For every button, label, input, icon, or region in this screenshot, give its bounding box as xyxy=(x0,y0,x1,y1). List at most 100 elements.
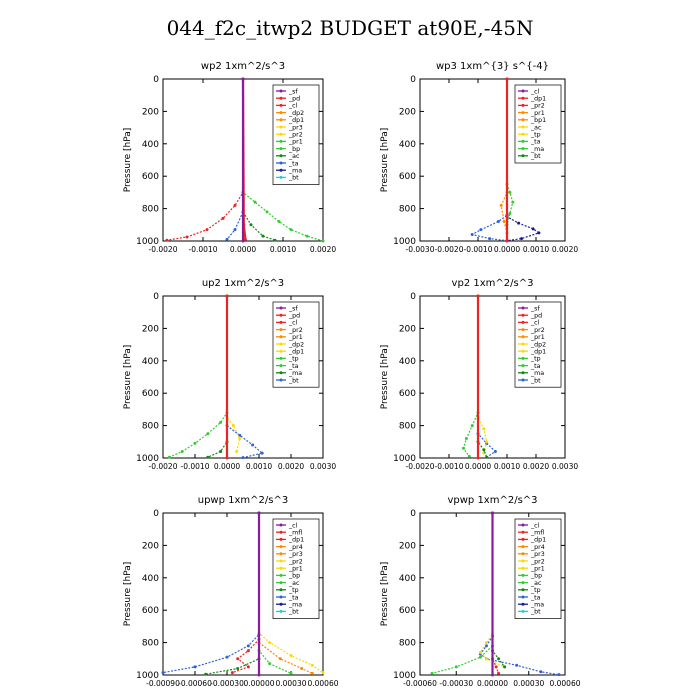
data-point xyxy=(238,437,242,441)
x-tick-label: 0.00000 xyxy=(477,679,508,688)
data-point xyxy=(488,237,492,241)
legend-label: _ma xyxy=(288,168,302,175)
legend-label: _pd xyxy=(530,313,542,320)
legend-marker xyxy=(521,154,525,158)
data-point xyxy=(289,671,293,675)
legend-label: _pr2 xyxy=(530,103,545,110)
legend-marker xyxy=(521,378,525,382)
legend-marker xyxy=(521,335,525,339)
y-tick-label: 200 xyxy=(399,324,416,334)
legend-label: _pr3 xyxy=(288,124,303,131)
data-point xyxy=(300,667,304,671)
data-point xyxy=(257,511,261,515)
data-point xyxy=(470,424,474,428)
y-tick-label: 400 xyxy=(399,357,416,367)
x-tick-label: 0.0010 xyxy=(246,462,272,471)
legend-marker xyxy=(279,89,283,93)
legend-label: _ac xyxy=(530,580,542,587)
data-point xyxy=(496,220,500,224)
legend-marker xyxy=(521,552,525,556)
legend-label: _cl xyxy=(530,320,540,327)
legend-marker xyxy=(521,595,525,599)
legend-label: _tp xyxy=(288,356,299,363)
data-point xyxy=(321,239,325,243)
y-tick-label: 600 xyxy=(399,389,416,399)
y-tick-label: 600 xyxy=(399,172,416,182)
legend-marker xyxy=(279,356,283,360)
series-line-pr2 xyxy=(477,296,488,454)
data-point xyxy=(289,654,293,658)
data-point xyxy=(180,450,184,454)
legend-label: _dp1 xyxy=(530,349,546,356)
data-point xyxy=(289,228,293,232)
x-tick-label: 0.00030 xyxy=(275,679,306,688)
data-point xyxy=(253,200,257,204)
chart-wp3: wp3 1xm^{3} s^{-4} Pressure [hPa] 0 200 400 6… xyxy=(380,61,578,254)
data-point xyxy=(478,650,482,654)
x-tick-label: -0.0020 xyxy=(435,245,464,254)
y-tick-label: 1000 xyxy=(136,671,159,681)
data-point xyxy=(273,238,277,242)
legend-marker xyxy=(279,602,283,606)
x-tick-label: 0.0020 xyxy=(552,245,578,254)
legend-marker xyxy=(521,118,525,122)
data-point xyxy=(491,673,494,677)
legend-label: _bt xyxy=(288,377,299,384)
data-point xyxy=(257,673,261,677)
data-point xyxy=(497,657,501,661)
y-axis-label: Pressure [hPa] xyxy=(380,128,390,193)
legend-label: _dp1 xyxy=(288,349,304,356)
legend-marker xyxy=(279,118,283,122)
legend-marker xyxy=(521,342,525,346)
legend-label: _ta xyxy=(288,363,299,370)
data-point xyxy=(260,451,264,455)
legend-label: _bt xyxy=(530,377,541,384)
data-point xyxy=(236,667,240,671)
legend-marker xyxy=(279,609,283,613)
data-point xyxy=(464,437,468,441)
data-point xyxy=(233,203,237,207)
data-point xyxy=(230,671,234,675)
legend-marker xyxy=(521,349,525,353)
legend-marker xyxy=(279,530,283,534)
legend-marker xyxy=(279,545,283,549)
y-tick-label: 0 xyxy=(410,292,416,302)
y-tick-label: 400 xyxy=(399,574,416,584)
series-line-dp2 xyxy=(462,296,479,457)
data-point xyxy=(225,237,229,241)
y-tick-label: 200 xyxy=(399,107,416,117)
y-axis-label: Pressure [hPa] xyxy=(123,345,133,410)
legend-label: _dp1 xyxy=(288,117,304,124)
y-tick-label: 0 xyxy=(153,509,159,519)
data-point xyxy=(277,220,281,224)
y-tick-label: 1000 xyxy=(393,237,416,247)
legend-label: _tp xyxy=(530,587,541,594)
x-tick-label: -0.0020 xyxy=(149,462,178,471)
legend-marker xyxy=(279,103,283,107)
x-tick-label: 0.0010 xyxy=(494,462,520,471)
legend-marker xyxy=(279,371,283,375)
legend-marker xyxy=(521,328,525,332)
legend-marker xyxy=(521,103,525,107)
legend-label: _ma xyxy=(530,146,544,153)
data-point xyxy=(246,665,250,669)
legend-label: _mfl xyxy=(530,530,544,537)
legend-label: _tp xyxy=(288,587,299,594)
y-tick-label: 0 xyxy=(410,509,416,519)
x-tick-label: 0.0030 xyxy=(310,462,336,471)
data-point xyxy=(454,665,458,669)
x-tick-label: 0.0000 xyxy=(494,245,520,254)
series-line-pr2 xyxy=(226,296,241,452)
legend-label: _bt xyxy=(288,609,299,616)
legend-marker xyxy=(521,573,525,577)
legend-marker xyxy=(279,335,283,339)
x-tick-label: -0.0010 xyxy=(435,462,464,471)
data-point xyxy=(193,665,197,669)
legend-label: _sf xyxy=(288,305,298,312)
legend-label: _cl xyxy=(530,88,540,95)
legend-marker xyxy=(279,96,283,100)
legend-label: _bp xyxy=(288,146,300,153)
data-point xyxy=(482,427,486,431)
series-line-ac xyxy=(242,79,276,241)
